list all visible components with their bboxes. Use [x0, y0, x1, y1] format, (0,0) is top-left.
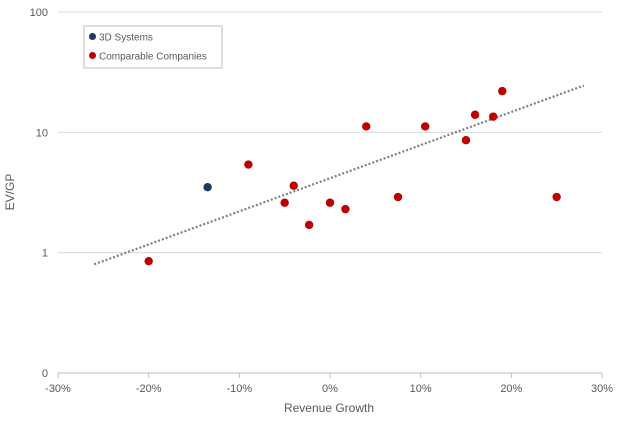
legend: 3D Systems Comparable Companies [83, 25, 223, 69]
legend-box [83, 25, 223, 69]
point-comparable-company [362, 122, 371, 131]
legend-marker-comparable [89, 52, 96, 59]
y-axis-label: EV/GP [3, 174, 17, 211]
point-3d-systems [203, 182, 212, 192]
trendline-path [93, 84, 585, 266]
x-axis-label: Revenue Growth [284, 401, 374, 415]
x-tick-label: 0% [322, 383, 338, 395]
point-comparable-company [280, 198, 289, 207]
point-comparable-company [421, 122, 430, 131]
point-comparable-company [470, 110, 480, 119]
trendline [93, 84, 585, 266]
x-tick-label: 30% [591, 383, 613, 395]
point-comparable-company [341, 204, 350, 214]
point-comparable-company [461, 136, 471, 145]
point-comparable-company [498, 86, 507, 96]
axes: 0 1 10 100 -30% -20% -10% 0% 10% 20% 30% [30, 7, 614, 395]
point-comparable-company [552, 192, 561, 202]
y-tick-label: 0 [42, 368, 48, 380]
x-tick-label: 20% [500, 383, 522, 395]
point-comparable-company [393, 192, 403, 202]
point-comparable-company [289, 181, 298, 190]
point-comparable-company [489, 112, 498, 121]
x-tick-label: -10% [226, 383, 252, 395]
legend-label-3d-systems: 3D Systems [99, 33, 153, 44]
point-comparable-company [325, 198, 335, 207]
legend-marker-3d-systems [89, 33, 96, 40]
point-comparable-company [244, 160, 253, 169]
x-tick-label: -30% [45, 383, 71, 395]
gridlines [58, 11, 602, 254]
x-tick-label: 10% [410, 383, 432, 395]
data-points [144, 86, 561, 266]
point-comparable-company [144, 256, 153, 266]
y-tick-label: 10 [36, 127, 48, 139]
point-comparable-company [304, 220, 314, 230]
y-tick-label: 1 [42, 248, 48, 260]
y-tick-label: 100 [30, 7, 48, 19]
x-tick-label: -20% [136, 383, 162, 395]
legend-label-comparable: Comparable Companies [99, 52, 207, 63]
